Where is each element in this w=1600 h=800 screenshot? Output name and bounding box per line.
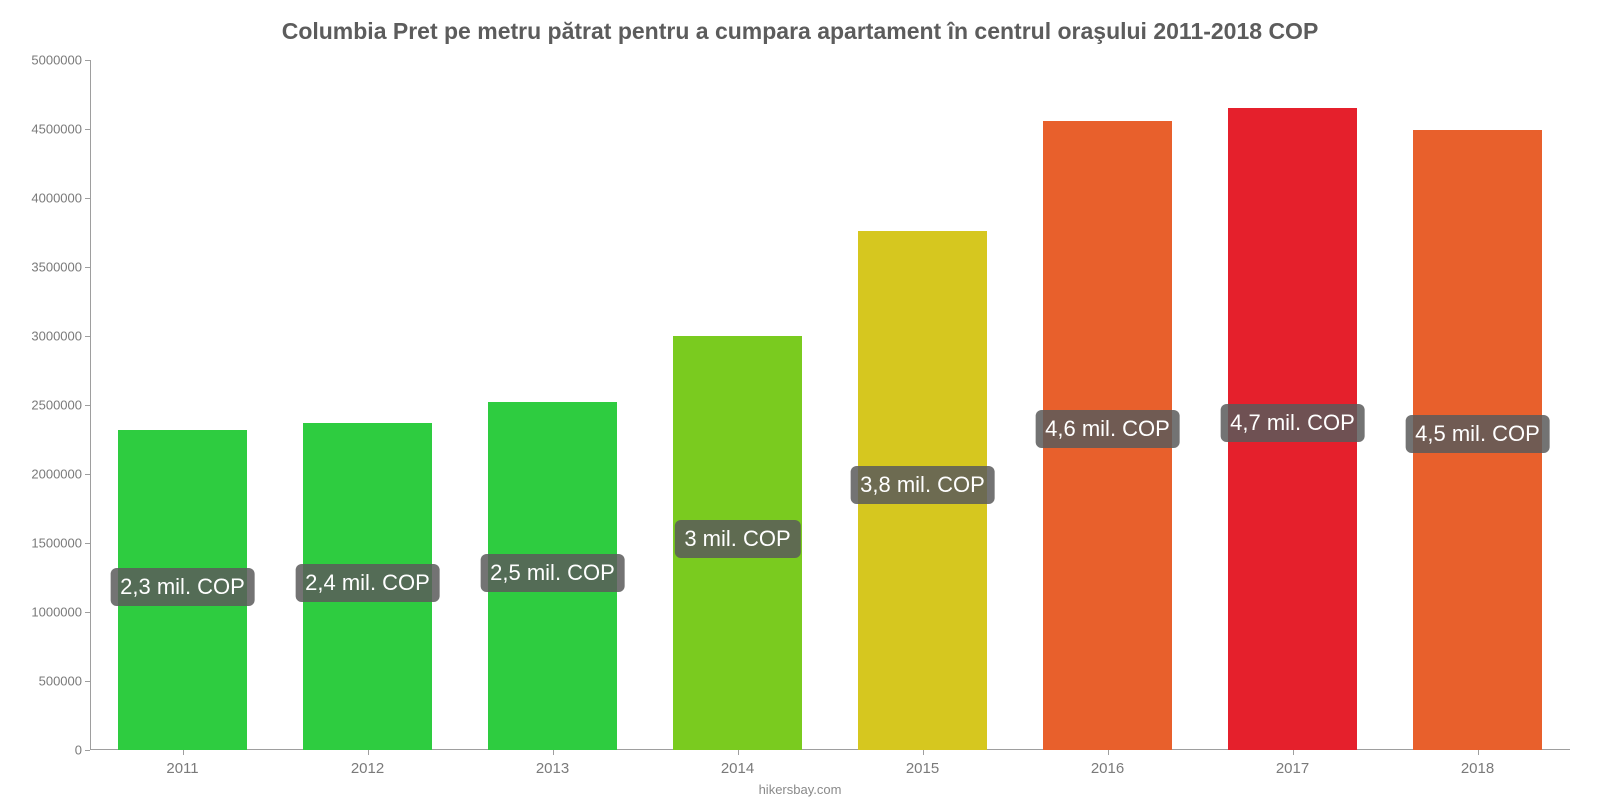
y-tick-mark [85,612,90,613]
x-tick-label: 2013 [536,760,569,777]
value-badge: 4,5 mil. COP [1405,415,1550,453]
y-tick-label: 3000000 [31,329,82,344]
x-tick-mark [183,750,184,755]
y-tick-label: 1000000 [31,605,82,620]
x-tick-label: 2017 [1276,760,1309,777]
x-tick-label: 2014 [721,760,754,777]
y-tick-label: 3500000 [31,260,82,275]
x-tick-label: 2018 [1461,760,1494,777]
y-axis-line [90,60,91,750]
value-badge: 2,3 mil. COP [110,568,255,606]
value-badge: 2,5 mil. COP [480,554,625,592]
y-tick-label: 2500000 [31,398,82,413]
y-tick-mark [85,750,90,751]
y-tick-mark [85,336,90,337]
y-tick-mark [85,267,90,268]
value-badge: 3 mil. COP [674,520,800,558]
x-tick-label: 2012 [351,760,384,777]
chart-container: Columbia Pret pe metru pătrat pentru a c… [0,0,1600,800]
y-tick-mark [85,681,90,682]
y-tick-label: 5000000 [31,53,82,68]
y-tick-mark [85,198,90,199]
x-tick-mark [368,750,369,755]
attribution-text: hikersbay.com [759,782,842,797]
y-tick-label: 1500000 [31,536,82,551]
x-tick-mark [1108,750,1109,755]
y-tick-mark [85,60,90,61]
x-tick-label: 2015 [906,760,939,777]
y-tick-label: 4500000 [31,122,82,137]
chart-title: Columbia Pret pe metru pătrat pentru a c… [0,18,1600,45]
y-tick-label: 500000 [39,674,82,689]
y-tick-label: 0 [75,743,82,758]
value-badge: 4,6 mil. COP [1035,410,1180,448]
x-tick-label: 2016 [1091,760,1124,777]
y-tick-mark [85,474,90,475]
y-tick-mark [85,405,90,406]
x-tick-label: 2011 [166,760,198,777]
value-badge: 4,7 mil. COP [1220,404,1365,442]
x-tick-mark [923,750,924,755]
y-tick-mark [85,129,90,130]
y-tick-label: 2000000 [31,467,82,482]
value-badge: 3,8 mil. COP [850,466,995,504]
plot-area: 0500000100000015000002000000250000030000… [90,60,1570,750]
y-tick-label: 4000000 [31,191,82,206]
x-tick-mark [1293,750,1294,755]
x-tick-mark [553,750,554,755]
x-tick-mark [1478,750,1479,755]
y-tick-mark [85,543,90,544]
value-badge: 2,4 mil. COP [295,564,440,602]
x-tick-mark [738,750,739,755]
